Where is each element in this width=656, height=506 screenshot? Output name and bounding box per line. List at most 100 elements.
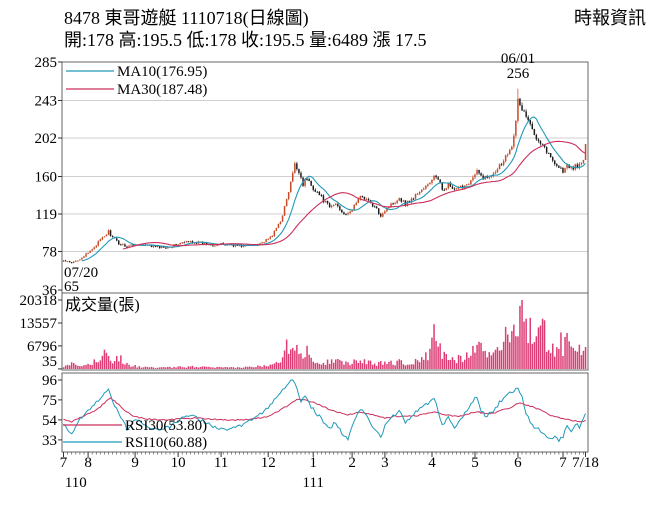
volume-bar: [320, 364, 323, 369]
volume-bar: [378, 362, 380, 369]
candle-up: [584, 144, 587, 160]
candle-down: [545, 147, 548, 153]
candle-up: [181, 242, 183, 244]
candle-up: [273, 230, 276, 236]
candle-up: [83, 256, 85, 258]
volume-bar: [568, 341, 570, 369]
volume-bar: [552, 343, 554, 369]
candle-down: [558, 165, 560, 168]
volume-bar: [533, 342, 536, 369]
volume-bar: [547, 350, 550, 369]
volume-tick-label: 20318: [20, 293, 58, 309]
volume-bar: [89, 364, 91, 369]
candle-up: [490, 175, 493, 178]
candle-up: [574, 164, 576, 170]
volume-bar: [343, 364, 345, 369]
candle-up: [204, 242, 206, 245]
rsi-lines: [63, 379, 586, 443]
candle-down: [124, 244, 126, 247]
candle-up: [130, 244, 132, 246]
candle-down: [306, 179, 308, 180]
candle-down: [547, 152, 550, 154]
volume-bar: [275, 361, 278, 369]
volume-bar: [359, 360, 362, 369]
volume-bar: [287, 353, 290, 369]
volume-bar: [494, 349, 497, 369]
volume-bar: [464, 359, 466, 369]
rsi-tick-label: 75: [42, 393, 57, 409]
candle-up: [122, 244, 124, 246]
candle-up: [511, 146, 513, 150]
volume-bar: [159, 367, 161, 369]
candle-up: [263, 242, 265, 244]
candle-up: [365, 199, 368, 201]
candle-down: [400, 198, 402, 202]
rsi30-line: [63, 397, 586, 423]
volume-bar: [560, 332, 562, 369]
candle-down: [435, 175, 437, 178]
candle-down: [531, 123, 533, 130]
candle-up: [494, 172, 497, 174]
volume-bar: [66, 364, 69, 369]
candle-up: [390, 203, 392, 208]
candle-up: [304, 179, 306, 186]
volume-bar: [423, 359, 425, 369]
rsi-tick-label: 96: [42, 373, 58, 389]
candle-up: [216, 245, 218, 246]
candle-down: [298, 169, 300, 173]
moving-average-lines: [81, 116, 586, 262]
candle-down: [539, 140, 542, 144]
volume-bar: [103, 349, 106, 369]
candle-up: [290, 181, 292, 193]
volume-bar: [369, 360, 372, 369]
volume-bar: [302, 358, 304, 369]
candle-down: [519, 98, 521, 106]
candle-down: [328, 203, 331, 208]
candle-up: [267, 238, 269, 240]
candle-down: [500, 164, 503, 166]
candle-up: [238, 245, 241, 247]
volume-bar: [244, 366, 247, 369]
candle-down: [212, 245, 214, 247]
volume-bar: [249, 366, 251, 369]
candle-up: [161, 246, 163, 249]
candle-up: [418, 192, 421, 194]
volume-bar: [451, 357, 454, 369]
candle-down: [316, 191, 319, 193]
candle-up: [402, 200, 405, 202]
volume-bar: [187, 366, 190, 369]
volume-bar: [206, 366, 208, 369]
candle-down: [201, 241, 204, 245]
volume-bar: [238, 367, 241, 369]
candle-down: [326, 200, 329, 204]
volume-bar: [70, 362, 73, 369]
volume-bar: [124, 364, 126, 369]
candle-down: [572, 167, 574, 170]
volume-bar: [146, 367, 149, 369]
candle-down: [206, 242, 208, 245]
volume-bar: [253, 367, 255, 369]
volume-bar: [482, 351, 484, 369]
volume-bar: [312, 361, 314, 369]
month-label: 7: [559, 455, 567, 471]
volume-bar: [177, 366, 179, 369]
volume-bar: [201, 366, 204, 369]
volume-bar: [402, 364, 405, 369]
volume-bar: [204, 366, 206, 369]
volume-bar: [304, 357, 306, 369]
volume-bar: [134, 365, 136, 369]
volume-bar: [425, 352, 427, 369]
volume-bar: [181, 367, 183, 369]
volume-bar: [120, 355, 122, 369]
volume-bar: [398, 359, 400, 369]
volume-bar: [453, 360, 456, 369]
rsi30-legend-label: RSI30(53.80): [125, 418, 207, 434]
candle-down: [437, 177, 439, 180]
volume-bar: [214, 367, 216, 369]
volume-bar: [316, 362, 319, 369]
volume-bar: [476, 344, 478, 369]
candle-down: [552, 157, 554, 161]
volume-bar: [382, 364, 384, 369]
volume-bar: [212, 367, 214, 369]
